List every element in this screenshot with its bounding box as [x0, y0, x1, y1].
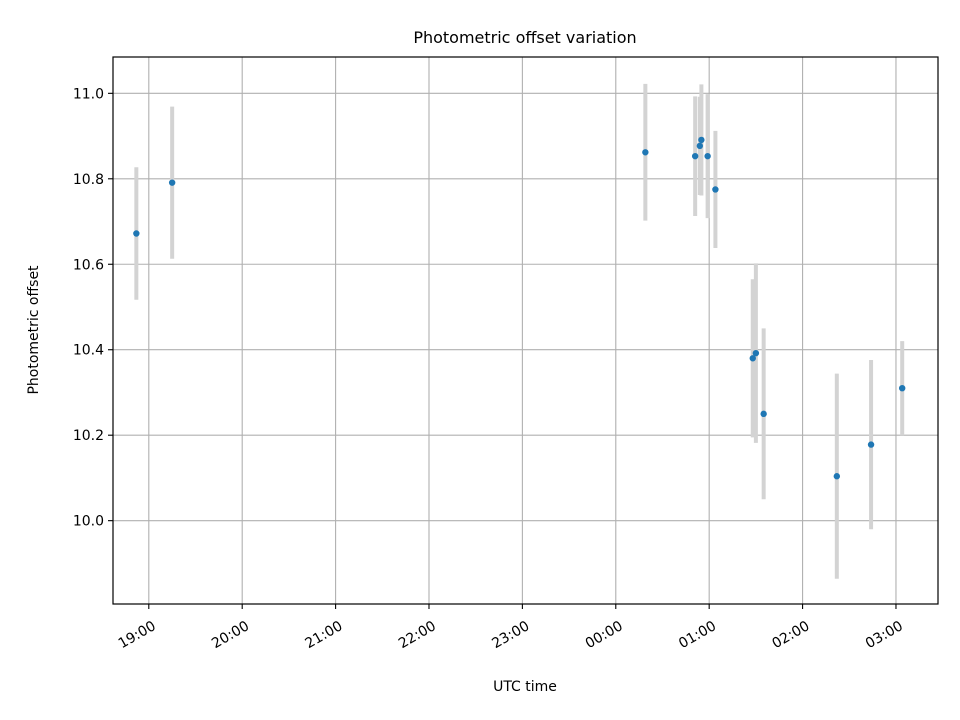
- y-tick-label: 10.6: [73, 257, 104, 273]
- data-point: [133, 230, 140, 237]
- y-axis-label: Photometric offset: [26, 265, 42, 395]
- data-point: [698, 136, 705, 144]
- data-point: [642, 149, 649, 156]
- y-tick-label: 10.8: [73, 172, 104, 188]
- chart-title: Photometric offset variation: [413, 28, 636, 47]
- y-tick-label: 11.0: [73, 86, 104, 102]
- data-point: [867, 441, 875, 448]
- x-axis-label: UTC time: [493, 679, 557, 695]
- data-point: [168, 179, 176, 186]
- data-point: [712, 186, 719, 193]
- data-point: [749, 355, 756, 362]
- data-point: [760, 410, 767, 418]
- y-tick-label: 10.0: [73, 514, 104, 530]
- y-axis: 10.0 10.2 10.4 10.6 10.8 11.0: [73, 86, 113, 530]
- grid: [113, 57, 938, 604]
- y-tick-label: 10.4: [73, 343, 104, 359]
- data-points: [133, 136, 906, 480]
- data-point: [898, 384, 906, 392]
- data-point: [691, 152, 699, 160]
- data-point: [696, 142, 704, 150]
- data-point: [833, 473, 841, 480]
- data-point: [704, 152, 711, 160]
- y-tick-label: 10.2: [73, 428, 104, 444]
- plot-frame: [112, 56, 939, 605]
- data-point: [752, 349, 760, 357]
